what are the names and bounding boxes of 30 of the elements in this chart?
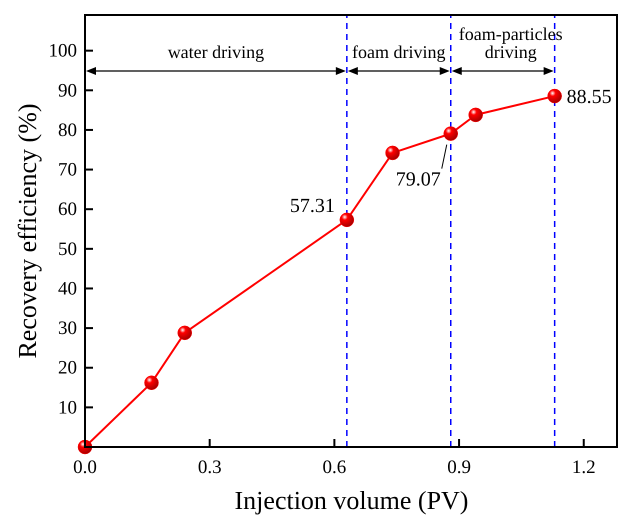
point bbox=[144, 376, 159, 390]
x-axis-title: Injection volume (PV) bbox=[234, 486, 468, 515]
annotation: foam driving bbox=[352, 42, 446, 62]
y-tick-label: 50 bbox=[58, 238, 77, 260]
point bbox=[468, 108, 483, 122]
x-tick-label: 1.2 bbox=[572, 457, 596, 478]
data-label: 79.07 bbox=[396, 168, 441, 191]
annotation: water driving bbox=[168, 42, 264, 62]
y-axis-title: Recovery efficiency (%) bbox=[13, 103, 42, 359]
point bbox=[547, 88, 562, 104]
point bbox=[444, 126, 458, 141]
y-tick-label: 80 bbox=[58, 120, 77, 141]
point bbox=[340, 212, 354, 228]
y-tick-label: 70 bbox=[58, 160, 77, 181]
y-tick-label: 60 bbox=[58, 199, 77, 220]
x-tick-label: 0.0 bbox=[73, 457, 97, 478]
point bbox=[385, 146, 400, 160]
data-label: 57.31 bbox=[290, 194, 335, 217]
annotation: foam-particles driving bbox=[458, 24, 563, 62]
point bbox=[178, 326, 192, 340]
y-tick-label: 10 bbox=[58, 397, 77, 418]
y-tick-label: 30 bbox=[58, 318, 77, 340]
x-tick-label: 0.6 bbox=[322, 457, 346, 478]
x-tick-label: 0.9 bbox=[447, 457, 471, 478]
data-label: 88.55 bbox=[566, 86, 612, 108]
y-tick-label: 40 bbox=[58, 278, 77, 300]
y-tick-label: 90 bbox=[58, 80, 77, 102]
y-tick-label: 20 bbox=[58, 358, 77, 379]
x-tick-label: 0.3 bbox=[198, 457, 222, 478]
y-tick-label: 100 bbox=[48, 40, 77, 62]
